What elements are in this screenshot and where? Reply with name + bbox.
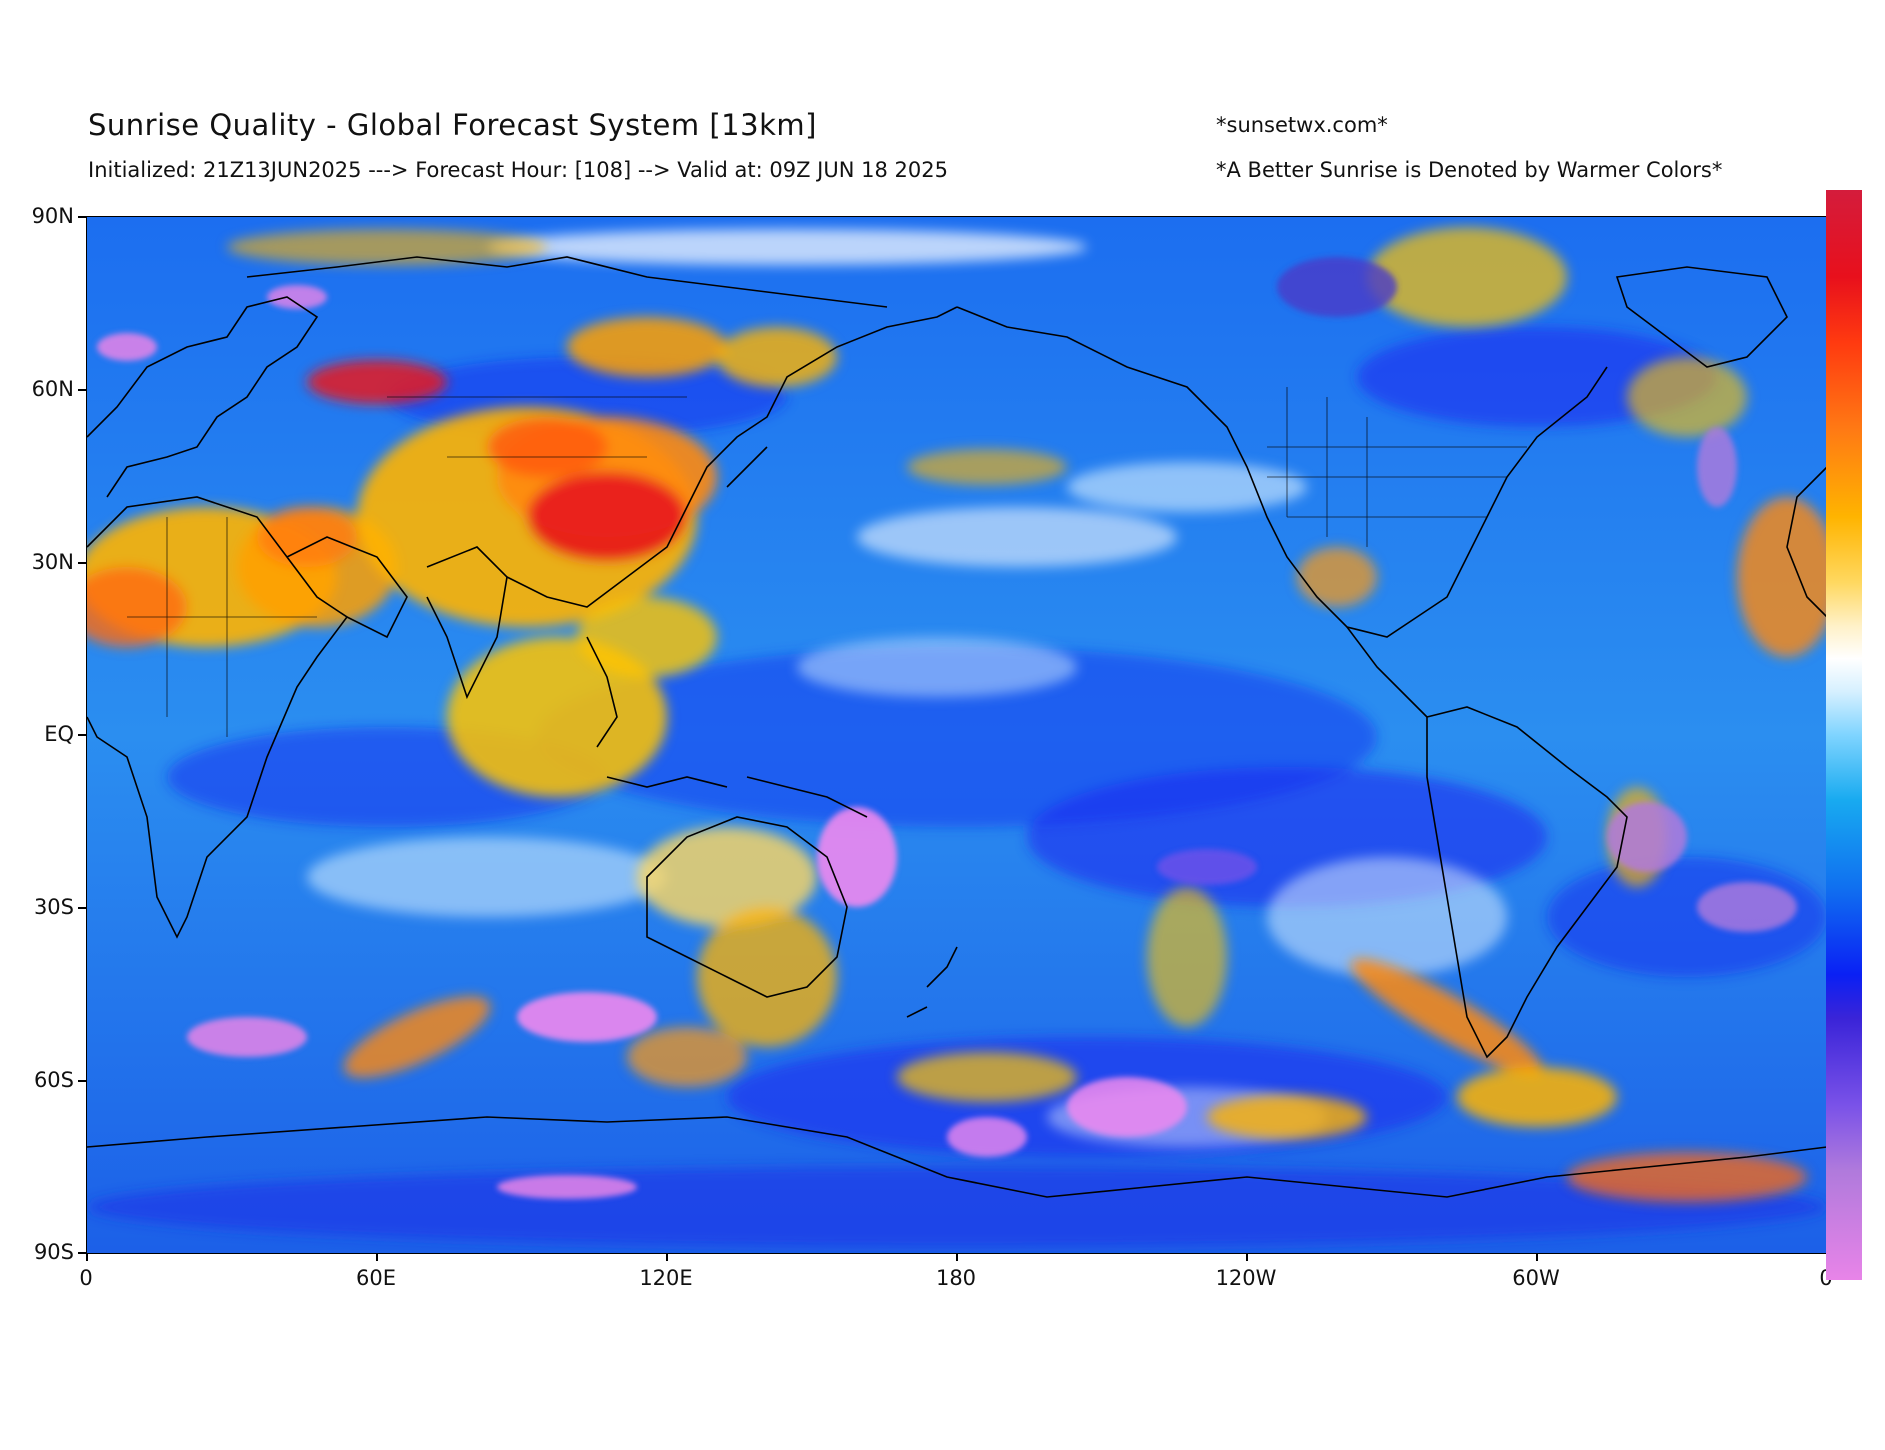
- violet-swirls: [97, 257, 1797, 1199]
- borders: [127, 387, 1527, 737]
- y-tick-mark: [78, 389, 86, 391]
- x-tick-60e: 60E: [356, 1266, 396, 1290]
- site-credit: *sunsetwx.com*: [1216, 113, 1388, 137]
- x-tick-mark: [1536, 1253, 1538, 1261]
- y-tick-mark: [78, 1080, 86, 1082]
- x-tick-mark: [666, 1253, 668, 1261]
- y-tick-mark: [78, 562, 86, 564]
- y-tick-60s: 60S: [33, 1068, 74, 1092]
- x-tick-mark: [376, 1253, 378, 1261]
- x-tick-0: 0: [79, 1266, 93, 1290]
- y-tick-60n: 60N: [31, 377, 74, 401]
- x-tick-mark: [86, 1253, 88, 1261]
- y-tick-mark: [78, 907, 86, 909]
- y-tick-30n: 30N: [31, 550, 74, 574]
- forecast-map: [86, 216, 1828, 1254]
- x-tick-180: 180: [935, 1266, 977, 1290]
- y-tick-mark: [78, 216, 86, 218]
- white-streaks: [307, 229, 1507, 1147]
- y-tick-mark: [78, 1252, 86, 1254]
- x-tick-mark: [1246, 1253, 1248, 1261]
- map-title: Sunrise Quality - Global Forecast System…: [88, 108, 817, 142]
- map-subtitle: Initialized: 21Z13JUN2025 ---> Forecast …: [88, 158, 948, 182]
- y-tick-90s: 90S: [33, 1240, 74, 1264]
- x-tick-120e: 120E: [639, 1266, 693, 1290]
- color-note: *A Better Sunrise is Denoted by Warmer C…: [1216, 158, 1723, 182]
- y-tick-mark: [78, 734, 86, 736]
- coastlines: [87, 256, 1827, 1198]
- x-tick-mark: [956, 1253, 958, 1261]
- forecast-field: [87, 217, 1827, 1253]
- y-tick-eq: EQ: [44, 722, 74, 746]
- y-tick-30s: 30S: [33, 895, 74, 919]
- y-tick-90n: 90N: [31, 204, 74, 228]
- colorbar: [1826, 190, 1862, 1280]
- x-tick-120w: 120W: [1215, 1266, 1277, 1290]
- x-tick-60w: 60W: [1512, 1266, 1560, 1290]
